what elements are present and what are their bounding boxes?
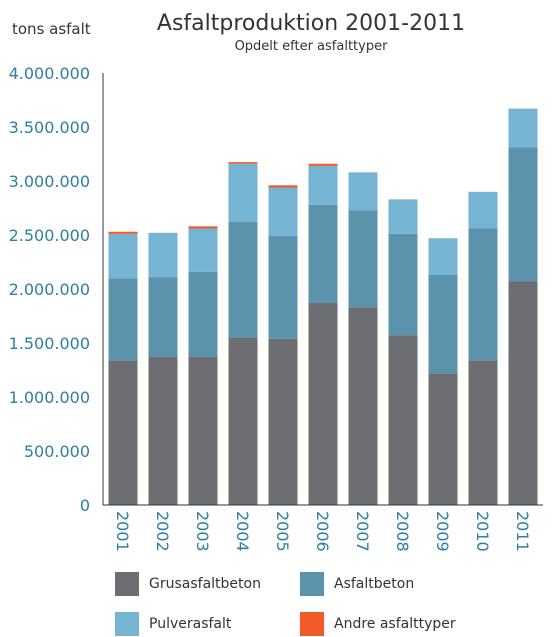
x-tick-label: 2005 bbox=[273, 511, 292, 552]
bar-segment-asfaltbeton-2011 bbox=[508, 147, 538, 282]
chart-subtitle: Opdelt efter asfalttyper bbox=[235, 39, 389, 54]
bar-segment-pulverasfalt-2007 bbox=[348, 172, 378, 211]
chart-title: Asfaltproduktion 2001-2011 bbox=[157, 11, 465, 36]
bar-segment-grusasfaltbeton-2003 bbox=[188, 357, 218, 505]
bar-segment-asfaltbeton-2001 bbox=[108, 278, 138, 361]
legend-label: Grusasfaltbeton bbox=[149, 576, 261, 592]
bar-segment-asfaltbeton-2005 bbox=[268, 236, 298, 339]
bar-segment-grusasfaltbeton-2007 bbox=[348, 307, 378, 505]
bar-segment-pulverasfalt-2001 bbox=[108, 233, 138, 279]
bar-segment-pulverasfalt-2009 bbox=[428, 238, 458, 275]
bar-segment-pulverasfalt-2004 bbox=[228, 163, 258, 223]
x-tick-label: 2007 bbox=[353, 511, 372, 552]
bar-segment-andre-asfalttyper-2004 bbox=[228, 162, 258, 164]
y-tick-label: 3.000.000 bbox=[9, 172, 90, 191]
y-axis-label: tons asfalt bbox=[12, 20, 91, 38]
y-axis-ticks: 0 500.000 1.000.000 1.500.000 2.000.000 2.500… bbox=[9, 64, 90, 515]
legend-swatch bbox=[115, 612, 139, 636]
bar-segment-pulverasfalt-2011 bbox=[508, 108, 538, 148]
bar-segment-grusasfaltbeton-2005 bbox=[268, 338, 298, 505]
legend-item-grusasfaltbeton: Grusasfaltbeton bbox=[115, 572, 261, 596]
x-tick-label: 2003 bbox=[193, 511, 212, 552]
bar-segment-asfaltbeton-2003 bbox=[188, 271, 218, 358]
bar-segment-grusasfaltbeton-2009 bbox=[428, 373, 458, 505]
x-axis-ticks: 2001 2002 2003 2004 2005 2006 2007 2008 2009 2010… bbox=[113, 511, 532, 552]
bar-segment-grusasfaltbeton-2004 bbox=[228, 337, 258, 505]
bar-segment-andre-asfalttyper-2003 bbox=[188, 226, 218, 229]
bar-segment-pulverasfalt-2005 bbox=[268, 187, 298, 237]
x-tick-label: 2006 bbox=[313, 511, 332, 552]
bar-segment-asfaltbeton-2009 bbox=[428, 274, 458, 374]
x-tick-label: 2002 bbox=[153, 511, 172, 552]
y-tick-label: 4.000.000 bbox=[9, 64, 90, 83]
legend-label: Andre asfalttyper bbox=[334, 616, 456, 632]
x-tick-label: 2011 bbox=[513, 511, 532, 552]
bar-segment-grusasfaltbeton-2006 bbox=[308, 303, 338, 505]
legend-item-asfaltbeton: Asfaltbeton bbox=[300, 572, 414, 596]
legend-label: Asfaltbeton bbox=[334, 576, 415, 592]
y-tick-label: 0 bbox=[80, 496, 90, 515]
legend-swatch bbox=[300, 612, 324, 636]
y-tick-label: 2.000.000 bbox=[9, 280, 90, 299]
bar-segment-pulverasfalt-2002 bbox=[148, 232, 178, 278]
bar-segment-pulverasfalt-2008 bbox=[388, 199, 418, 234]
legend-item-pulverasfalt: Pulverasfalt bbox=[115, 612, 231, 636]
bar-segment-grusasfaltbeton-2010 bbox=[468, 360, 498, 505]
bar-segment-grusasfaltbeton-2011 bbox=[508, 281, 538, 505]
bar-segment-asfaltbeton-2010 bbox=[468, 228, 498, 361]
bar-segment-andre-asfalttyper-2005 bbox=[268, 185, 298, 188]
bar-segment-pulverasfalt-2010 bbox=[468, 191, 498, 229]
bar-segment-asfaltbeton-2007 bbox=[348, 210, 378, 308]
legend-swatch bbox=[115, 572, 139, 596]
x-tick-label: 2010 bbox=[473, 511, 492, 552]
legend-item-andre-asfalttyper: Andre asfalttyper bbox=[300, 612, 456, 636]
legend-label: Pulverasfalt bbox=[149, 616, 232, 632]
bar-segment-andre-asfalttyper-2006 bbox=[308, 163, 338, 166]
bar-segment-pulverasfalt-2006 bbox=[308, 165, 338, 205]
x-tick-label: 2009 bbox=[433, 511, 452, 552]
bar-segment-andre-asfalttyper-2001 bbox=[108, 231, 138, 234]
bar-segment-asfaltbeton-2008 bbox=[388, 233, 418, 336]
bar-segment-asfaltbeton-2002 bbox=[148, 277, 178, 358]
bar-segment-grusasfaltbeton-2001 bbox=[108, 360, 138, 505]
x-tick-label: 2004 bbox=[233, 511, 252, 552]
y-tick-label: 500.000 bbox=[24, 442, 90, 461]
bar-segment-asfaltbeton-2004 bbox=[228, 222, 258, 338]
y-tick-label: 3.500.000 bbox=[9, 118, 90, 137]
y-tick-label: 1.000.000 bbox=[9, 388, 90, 407]
legend-swatch bbox=[300, 572, 324, 596]
bar-segment-grusasfaltbeton-2008 bbox=[388, 335, 418, 505]
bar-segment-pulverasfalt-2003 bbox=[188, 228, 218, 272]
x-tick-label: 2008 bbox=[393, 511, 412, 552]
y-tick-label: 1.500.000 bbox=[9, 334, 90, 353]
x-tick-label: 2001 bbox=[113, 511, 132, 552]
bar-segment-asfaltbeton-2006 bbox=[308, 204, 338, 304]
bar-segment-grusasfaltbeton-2002 bbox=[148, 357, 178, 505]
bars-group bbox=[108, 108, 538, 505]
y-tick-label: 2.500.000 bbox=[9, 226, 90, 245]
